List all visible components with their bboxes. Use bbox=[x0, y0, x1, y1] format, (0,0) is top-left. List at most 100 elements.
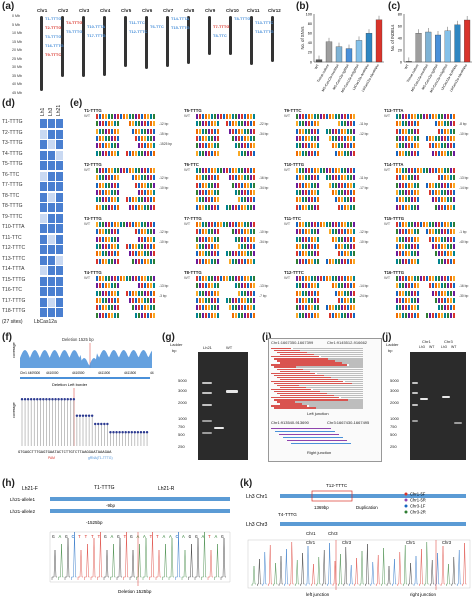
nucleotide bbox=[232, 121, 235, 127]
nucleotide bbox=[326, 222, 329, 227]
nucleotide bbox=[444, 114, 447, 119]
nucleotide bbox=[135, 143, 138, 149]
nucleotide bbox=[426, 283, 429, 289]
nucleotide bbox=[102, 312, 105, 318]
nucleotide bbox=[402, 229, 405, 235]
nucleotide bbox=[335, 143, 338, 149]
nucleotide bbox=[247, 283, 250, 289]
nucleotide bbox=[411, 197, 414, 203]
nucleotide bbox=[402, 251, 405, 257]
alignment-title: T6-TTC bbox=[184, 162, 199, 167]
sequence-strip bbox=[296, 251, 356, 257]
nucleotide bbox=[108, 204, 111, 210]
heat-cell bbox=[56, 192, 63, 202]
read-segment bbox=[277, 384, 303, 387]
nucleotide bbox=[117, 222, 120, 227]
nucleotide bbox=[417, 189, 420, 195]
nucleotide bbox=[205, 175, 208, 181]
nucleotide bbox=[320, 128, 323, 134]
sequence-strip bbox=[296, 305, 356, 311]
nucleotide bbox=[108, 297, 111, 303]
nucleotide bbox=[420, 312, 423, 318]
nucleotide bbox=[338, 189, 341, 195]
nucleotide bbox=[226, 305, 229, 311]
trace-peak bbox=[370, 561, 375, 586]
nucleotide bbox=[244, 168, 247, 173]
nucleotide bbox=[129, 258, 132, 264]
panel-label-f: (f) bbox=[2, 332, 12, 343]
nucleotide bbox=[447, 251, 450, 257]
nucleotide bbox=[132, 251, 135, 257]
nucleotide bbox=[153, 243, 156, 249]
nucleotide bbox=[138, 189, 141, 195]
nucleotide bbox=[214, 114, 217, 119]
nucleotide bbox=[126, 135, 129, 141]
nucleotide bbox=[241, 121, 244, 127]
nucleotide bbox=[108, 276, 111, 281]
nucleotide bbox=[441, 135, 444, 141]
nucleotide bbox=[411, 236, 414, 242]
chromosome-label: Chr6 bbox=[142, 8, 153, 13]
nucleotide bbox=[405, 135, 408, 141]
nucleotide bbox=[332, 222, 335, 227]
nucleotide bbox=[223, 128, 226, 134]
nucleotide bbox=[138, 283, 141, 289]
nucleotide bbox=[202, 243, 205, 249]
base-call: T bbox=[78, 534, 81, 540]
nucleotide bbox=[302, 222, 305, 227]
nucleotide bbox=[99, 283, 102, 289]
nucleotide bbox=[150, 189, 153, 195]
nucleotide bbox=[138, 204, 141, 210]
nucleotide bbox=[408, 197, 411, 203]
nucleotide bbox=[208, 305, 211, 311]
nucleotide bbox=[350, 236, 353, 242]
nucleotide bbox=[99, 121, 102, 127]
read-segment bbox=[271, 397, 339, 399]
nucleotide bbox=[229, 258, 232, 264]
nucleotide bbox=[138, 290, 141, 296]
sequence-strip bbox=[96, 175, 156, 181]
nucleotide bbox=[299, 222, 302, 227]
nucleotide bbox=[405, 283, 408, 289]
nucleotide bbox=[344, 276, 347, 281]
nucleotide bbox=[132, 236, 135, 242]
nucleotide bbox=[144, 222, 147, 227]
nucleotide bbox=[247, 243, 250, 249]
nucleotide bbox=[414, 135, 417, 141]
nucleotide bbox=[453, 121, 456, 127]
nucleotide bbox=[147, 135, 150, 141]
target-label: T1-TTTG bbox=[45, 16, 62, 21]
indel-size: -22 bp bbox=[259, 122, 269, 126]
nucleotide bbox=[453, 204, 456, 210]
nucleotide bbox=[441, 182, 444, 188]
trace-peak bbox=[257, 558, 262, 586]
nucleotide bbox=[247, 312, 250, 318]
nucleotide bbox=[447, 204, 450, 210]
nucleotide bbox=[320, 204, 323, 210]
nucleotide bbox=[211, 222, 214, 227]
nucleotide bbox=[153, 121, 156, 127]
alignment-title: T1-TTTG bbox=[84, 108, 102, 113]
nucleotide bbox=[117, 283, 120, 289]
trace-peak bbox=[207, 549, 213, 580]
nucleotide bbox=[435, 312, 438, 318]
sequence-strip bbox=[196, 297, 256, 303]
heat-cell bbox=[48, 266, 55, 275]
base-call: T bbox=[98, 534, 101, 540]
nucleotide bbox=[96, 297, 99, 303]
nucleotide bbox=[199, 182, 202, 188]
nucleotide bbox=[232, 290, 235, 296]
nucleotide bbox=[408, 297, 411, 303]
base-call: T bbox=[208, 534, 211, 540]
nucleotide bbox=[120, 229, 123, 235]
alignment-row-label: WT bbox=[384, 221, 391, 226]
nucleotide bbox=[108, 229, 111, 235]
nucleotide bbox=[311, 236, 314, 242]
duplication-box bbox=[311, 490, 353, 502]
nucleotide bbox=[229, 175, 232, 181]
nucleotide bbox=[314, 258, 317, 264]
bar bbox=[325, 41, 333, 63]
nucleotide bbox=[217, 290, 220, 296]
nucleotide bbox=[414, 121, 417, 127]
read-segment bbox=[348, 399, 363, 401]
